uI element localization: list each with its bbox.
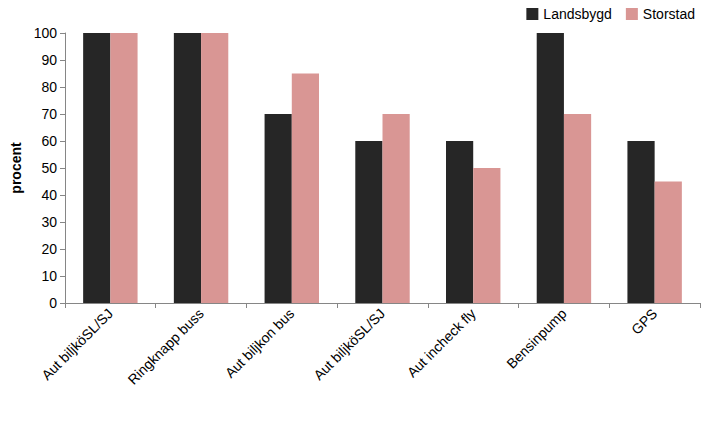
svg-text:20: 20 — [41, 241, 57, 257]
svg-text:Storstad: Storstad — [643, 6, 695, 22]
svg-text:50: 50 — [41, 160, 57, 176]
svg-text:Landsbygd: Landsbygd — [543, 6, 612, 22]
svg-text:0: 0 — [49, 295, 57, 311]
svg-text:10: 10 — [41, 268, 57, 284]
svg-text:Aut incheck fly: Aut incheck fly — [404, 305, 479, 380]
svg-text:Aut biljköSL/SJ: Aut biljköSL/SJ — [310, 305, 388, 383]
svg-text:Aut biljkon bus: Aut biljkon bus — [222, 305, 298, 381]
svg-text:Aut biljköSL/SJ: Aut biljköSL/SJ — [38, 305, 116, 383]
svg-text:60: 60 — [41, 133, 57, 149]
svg-text:30: 30 — [41, 214, 57, 230]
svg-text:100: 100 — [34, 25, 58, 41]
svg-text:Ringknapp buss: Ringknapp buss — [124, 305, 206, 387]
svg-text:procent: procent — [8, 142, 24, 194]
svg-text:90: 90 — [41, 52, 57, 68]
svg-text:40: 40 — [41, 187, 57, 203]
svg-text:80: 80 — [41, 79, 57, 95]
svg-text:GPS: GPS — [628, 305, 660, 337]
svg-text:Bensinpump: Bensinpump — [503, 305, 569, 371]
svg-text:70: 70 — [41, 106, 57, 122]
